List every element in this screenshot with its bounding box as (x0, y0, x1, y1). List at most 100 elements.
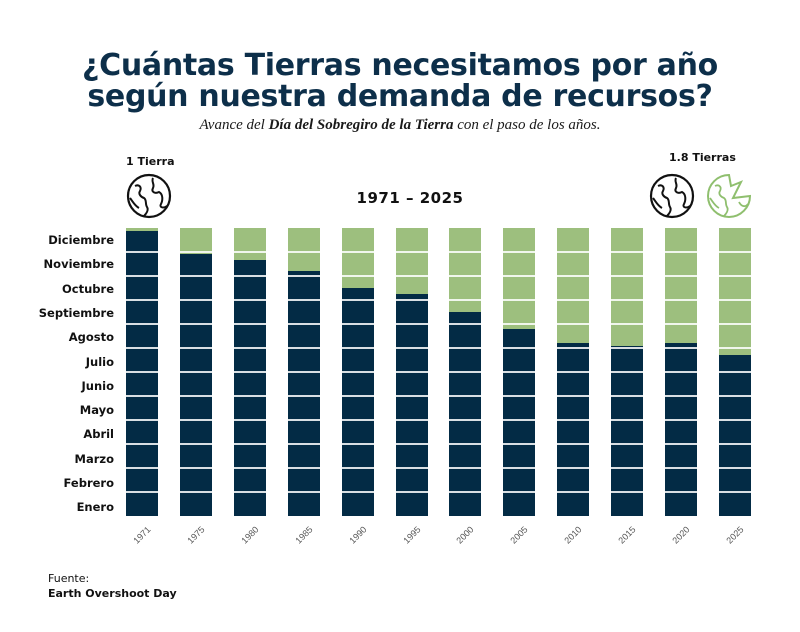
month-divider (718, 443, 751, 445)
source-label: Fuente: (48, 572, 90, 585)
subtitle-bold: Día del Sobregiro de la Tierra (268, 117, 454, 133)
month-divider (718, 251, 751, 253)
month-divider (395, 443, 428, 445)
month-label: Enero (76, 500, 114, 515)
month-divider (179, 275, 212, 277)
overshoot-fill (449, 311, 482, 516)
month-divider (718, 395, 751, 397)
overshoot-fill (557, 343, 590, 516)
month-divider (341, 347, 374, 349)
month-divider (341, 443, 374, 445)
month-divider (718, 419, 751, 421)
month-divider (557, 371, 590, 373)
month-divider (179, 491, 212, 493)
month-divider (557, 443, 590, 445)
x-axis-year-label: 1995 (400, 524, 423, 546)
month-divider (233, 275, 266, 277)
x-axis-year-label: 2025 (724, 524, 746, 546)
month-divider (126, 323, 158, 325)
x-axis-year-label: 2010 (562, 524, 584, 546)
month-divider (233, 467, 266, 469)
bar-2010 (557, 228, 590, 516)
bar-1985 (287, 228, 320, 516)
globe-icon (126, 173, 172, 219)
month-divider (126, 491, 158, 493)
month-divider (611, 419, 644, 421)
month-divider (395, 299, 428, 301)
month-divider (557, 491, 590, 493)
month-divider (287, 275, 320, 277)
x-axis-year-label: 2000 (454, 524, 477, 546)
subtitle-post: con el paso de los años. (453, 117, 601, 133)
month-divider (718, 347, 751, 349)
month-divider (718, 371, 751, 373)
month-divider (503, 491, 536, 493)
month-divider (611, 299, 644, 301)
month-divider (449, 371, 482, 373)
month-divider (611, 371, 644, 373)
chart-title: ¿Cuántas Tierras necesitamos por año seg… (0, 50, 800, 112)
month-divider (395, 347, 428, 349)
month-divider (449, 323, 482, 325)
month-divider (179, 347, 212, 349)
month-divider (449, 491, 482, 493)
bar-2000 (449, 228, 482, 516)
month-divider (503, 419, 536, 421)
month-divider (287, 491, 320, 493)
month-divider (665, 347, 697, 349)
month-divider (395, 491, 428, 493)
month-divider (287, 443, 320, 445)
month-divider (179, 299, 212, 301)
month-divider (287, 347, 320, 349)
bar-1971 (126, 228, 158, 516)
overshoot-fill (126, 230, 158, 516)
month-label: Junio (81, 378, 115, 393)
month-divider (126, 275, 158, 277)
month-divider (449, 299, 482, 301)
month-divider (718, 275, 751, 277)
month-divider (557, 275, 590, 277)
month-divider (341, 395, 374, 397)
month-divider (611, 347, 644, 349)
month-divider (341, 491, 374, 493)
month-divider (126, 371, 158, 373)
x-axis-year-label: 2015 (616, 524, 638, 546)
month-divider (503, 323, 536, 325)
month-divider (287, 251, 320, 253)
month-divider (611, 275, 644, 277)
month-divider (611, 395, 644, 397)
month-divider (341, 419, 374, 421)
month-label: Marzo (74, 451, 114, 466)
chart-subtitle: Avance del Día del Sobregiro de la Tierr… (0, 117, 800, 134)
month-divider (503, 299, 536, 301)
x-axis-year-label: 2005 (508, 524, 530, 546)
globe-icon (649, 173, 695, 219)
month-divider (557, 251, 590, 253)
month-divider (233, 371, 266, 373)
year-range-label: 1971 – 2025 (356, 189, 464, 207)
month-divider (341, 467, 374, 469)
month-divider (718, 467, 751, 469)
month-divider (395, 419, 428, 421)
month-divider (665, 299, 697, 301)
month-divider (395, 395, 428, 397)
title-line-2: según nuestra demanda de recursos? (87, 79, 713, 114)
month-divider (341, 251, 374, 253)
month-divider (287, 371, 320, 373)
month-label: Septiembre (38, 305, 114, 320)
month-divider (179, 419, 212, 421)
month-divider (718, 299, 751, 301)
month-divider (395, 323, 428, 325)
month-divider (179, 251, 212, 253)
month-divider (611, 491, 644, 493)
bar-2015 (611, 228, 644, 516)
month-divider (503, 275, 536, 277)
month-label: Julio (85, 354, 114, 369)
month-divider (233, 251, 266, 253)
month-divider (341, 371, 374, 373)
month-divider (449, 419, 482, 421)
month-divider (233, 419, 266, 421)
bar-2005 (503, 228, 536, 516)
month-divider (233, 347, 266, 349)
month-divider (179, 467, 212, 469)
